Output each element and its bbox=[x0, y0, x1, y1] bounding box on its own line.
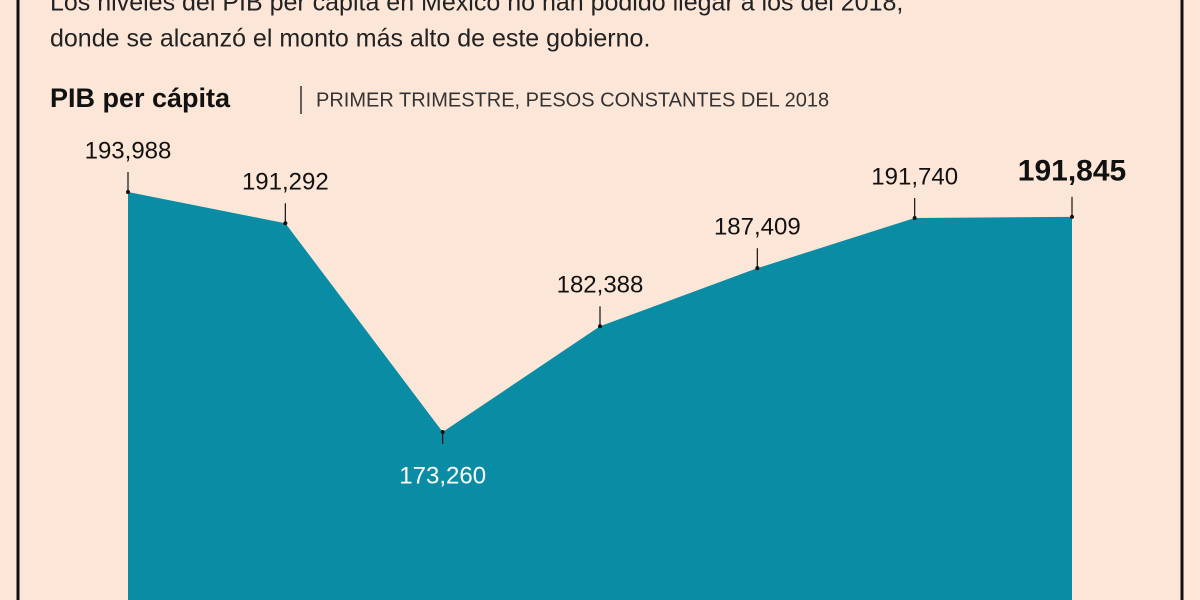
point bbox=[598, 324, 602, 329]
value-label: 191,845 bbox=[1018, 155, 1126, 188]
value-label: 187,409 bbox=[714, 214, 801, 241]
area bbox=[128, 192, 1072, 600]
intro-line: Los niveles del PIB per cápita en México… bbox=[50, 0, 903, 17]
point bbox=[126, 190, 130, 194]
point bbox=[283, 221, 288, 226]
chart-subtitle: PRIMER TRIMESTRE, PESOS CONSTANTES DEL 2… bbox=[316, 89, 829, 111]
value-label: 191,740 bbox=[871, 163, 958, 190]
value-label: 193,988 bbox=[85, 137, 172, 164]
chart-title: PIB per cápita bbox=[50, 83, 231, 113]
point bbox=[755, 266, 760, 271]
point bbox=[1070, 214, 1074, 219]
value-label: 182,388 bbox=[557, 272, 644, 299]
point bbox=[440, 430, 445, 434]
intro-line: donde se alcanzó el monto más alto de es… bbox=[50, 25, 650, 53]
value-label: 191,292 bbox=[242, 169, 329, 196]
value-label: 173,260 bbox=[399, 462, 486, 489]
point bbox=[912, 216, 917, 221]
